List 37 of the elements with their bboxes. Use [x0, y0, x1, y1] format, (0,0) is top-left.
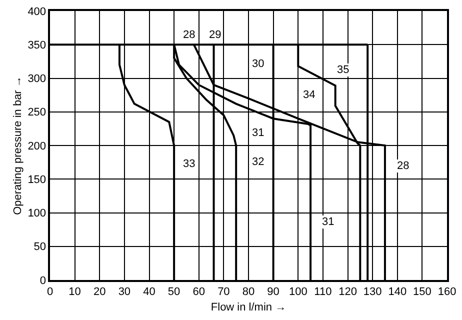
- x-tick-label: 160: [438, 286, 456, 298]
- x-tick-label: 100: [288, 286, 308, 298]
- y-tick-label: 150: [28, 174, 46, 186]
- annotation: 35: [337, 64, 350, 76]
- x-tick-label: 70: [218, 286, 230, 298]
- annotation: 28: [183, 29, 196, 41]
- x-tick-label: 40: [143, 286, 156, 298]
- y-tick-label: 200: [28, 140, 46, 152]
- x-tick-label: 80: [242, 286, 255, 298]
- y-tick-label: 100: [28, 208, 46, 220]
- y-tick-label: 400: [28, 6, 46, 18]
- x-tick-label: 150: [413, 286, 432, 298]
- annotation: 31: [252, 127, 264, 139]
- x-tick-label: 60: [192, 286, 206, 298]
- y-tick-label: 350: [28, 39, 46, 52]
- x-tick-label: 120: [338, 286, 357, 298]
- x-tick-label: 10: [68, 286, 81, 298]
- x-tick-label: 110: [314, 286, 332, 298]
- annotation: 32: [252, 156, 264, 168]
- y-tick-label: 300: [28, 73, 46, 86]
- annotation: 30: [252, 58, 264, 70]
- annotation: 31: [322, 216, 334, 228]
- x-tick-label: 30: [118, 286, 131, 298]
- x-tick-label: 50: [168, 286, 180, 298]
- annotation: 34: [303, 89, 316, 101]
- x-axis-title: Flow in l/min →: [210, 302, 286, 314]
- x-tick-label: 20: [94, 286, 106, 298]
- y-tick-label: 50: [34, 241, 46, 254]
- x-tick-label: 90: [267, 286, 280, 298]
- y-tick-label: 250: [28, 106, 46, 119]
- annotation: 33: [183, 158, 196, 170]
- annotation: 29: [209, 29, 222, 41]
- x-tick-label: 140: [388, 286, 407, 298]
- x-tick-label: 130: [363, 286, 382, 298]
- y-axis-title: Operating pressure in bar →: [12, 76, 24, 215]
- annotation: 28: [397, 160, 410, 172]
- y-tick-label: 0: [40, 274, 46, 287]
